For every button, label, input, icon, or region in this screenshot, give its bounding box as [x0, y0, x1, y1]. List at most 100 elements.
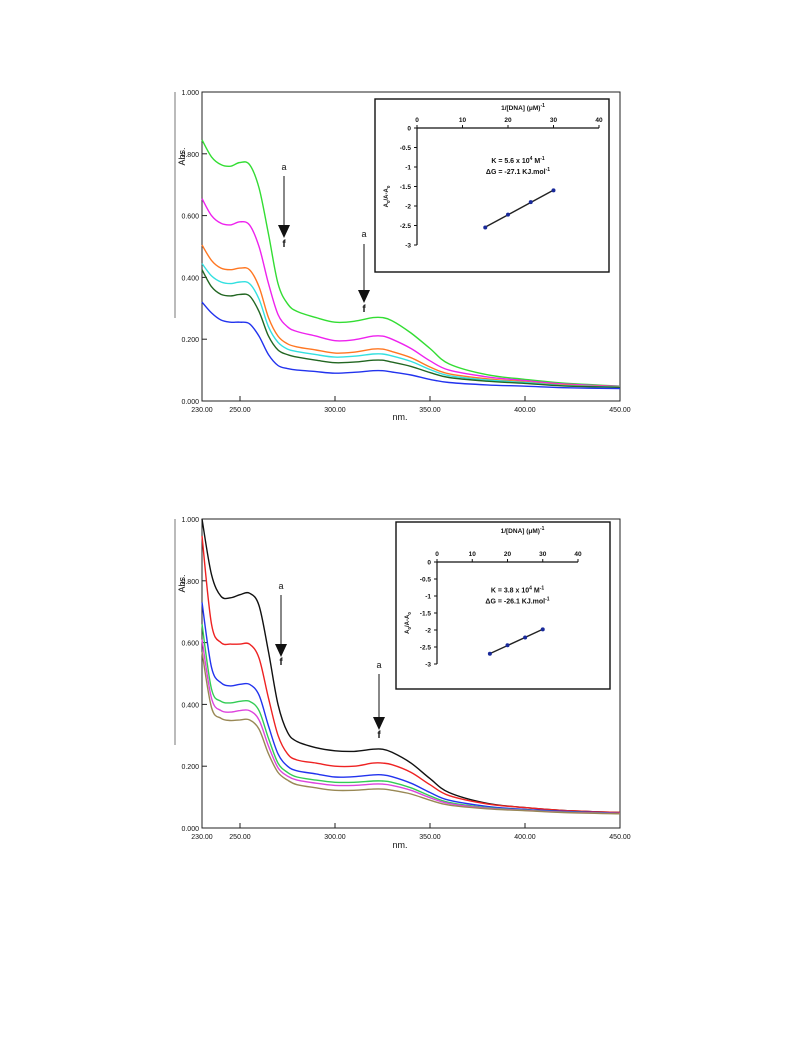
arrow-end-label: f: [282, 239, 286, 250]
series-line-3: [201, 602, 621, 814]
inset-y-tick-label: -3: [405, 243, 411, 250]
trend-arrow-1: af: [275, 581, 287, 668]
y-tick-label: 0.000: [181, 399, 199, 406]
y-tick-label: 0.600: [181, 214, 199, 221]
arrow-start-label: a: [361, 229, 366, 239]
y-tick-label: 0.400: [181, 702, 199, 709]
x-tick-label: 300.00: [324, 407, 346, 414]
series-line-4: [201, 263, 621, 388]
arrow-head: [278, 225, 290, 238]
inset-data-point: [523, 635, 528, 640]
annotation-k-sup: 4: [530, 156, 533, 162]
inset-frame: [395, 521, 611, 690]
inset-x-label-sup: -1: [540, 103, 545, 109]
series-line-6: [201, 301, 621, 390]
inset-annotation-k: K = 3.8 x 104 M-1: [491, 586, 545, 595]
y-tick-label: 0.800: [181, 579, 199, 586]
inset-y-label-text: /A-A: [405, 614, 411, 627]
arrow-end-label: f: [362, 304, 366, 315]
x-tick-label: 450.00: [609, 834, 631, 841]
inset-y-tick-label: -0.5: [420, 577, 432, 584]
inset-annotation-dg: ΔG = -26.1 KJ.mol-1: [485, 597, 549, 606]
inset-y-label-text: /A-A: [384, 188, 390, 201]
inset-y-tick-label: 0: [407, 126, 411, 133]
inset-y-label: A0/A-A0: [384, 185, 391, 207]
series-line-2: [201, 198, 621, 388]
inset-annotation-dg: ΔG = -27.1 KJ.mol-1: [486, 167, 550, 176]
y-tick-label: 0.600: [181, 641, 199, 648]
x-tick-label: 350.00: [419, 834, 441, 841]
x-tick-label: 450.00: [609, 407, 631, 414]
annotation-k-sup: 4: [529, 586, 532, 592]
inset-y-tick-label: -2: [425, 628, 431, 635]
inset-y-label: A0/A-A0: [405, 612, 412, 634]
trend-arrow-2: af: [358, 229, 370, 315]
annotation-dg-sup: -1: [546, 167, 551, 173]
inset-x-tick-label: 20: [504, 551, 512, 558]
arrow-start-label: a: [376, 660, 381, 670]
y-axis-label: Abs.: [177, 147, 187, 165]
inset-x-label-sup: -1: [540, 526, 545, 532]
x-tick-label: 400.00: [514, 407, 536, 414]
uv-spectrum-chart-2: 0.000 0.200 0.400 0.600 0.800 1.000 230.00 250.…: [174, 517, 631, 850]
inset-y-label-sub: 0: [386, 185, 391, 188]
inset-data-point: [528, 200, 533, 205]
inset-y-tick-label: -1.5: [420, 611, 432, 618]
arrow-start-label: a: [278, 581, 283, 591]
annotation-k-text: M: [532, 158, 540, 165]
inset-x-tick-label: 10: [459, 117, 467, 124]
x-tick-label: 230.00: [191, 834, 213, 841]
annotation-k-text: M: [532, 588, 540, 595]
x-tick-label: 350.00: [419, 407, 441, 414]
inset-data-point: [487, 651, 492, 656]
inset-data-point: [551, 188, 556, 193]
inset-x-tick-label: 40: [574, 551, 582, 558]
arrow-end-label: f: [377, 730, 381, 741]
inset-chart: 1/[DNA] (μM)-10 10 20 30 400-0.5-1-1.5-2-2.5…: [374, 98, 610, 273]
annotation-k-text: K = 3.8 x 10: [491, 588, 529, 595]
inset-x-tick-label: 20: [504, 117, 512, 124]
inset-y-label-sub: 0: [407, 627, 412, 630]
inset-y-tick-label: 0: [427, 560, 431, 567]
inset-x-label: 1/[DNA] (μM)-1: [501, 526, 545, 535]
trend-arrow-2: af: [373, 660, 385, 741]
x-tick-label: 300.00: [324, 834, 346, 841]
arrow-head: [358, 290, 370, 303]
trend-arrow-1: af: [278, 162, 290, 250]
annotation-dg-sup: -1: [545, 597, 550, 603]
inset-x-tick-label: 0: [435, 551, 439, 558]
inset-y-label-sub: 0: [407, 612, 412, 615]
series-line-4: [201, 623, 621, 815]
x-tick-label: 250.00: [229, 834, 251, 841]
x-axis-label: nm.: [392, 412, 407, 422]
inset-x-tick-label: 40: [595, 117, 603, 124]
inset-x-label: 1/[DNA] (μM)-1: [501, 103, 545, 112]
y-tick-label: 0.200: [181, 337, 199, 344]
inset-data-point: [505, 643, 510, 648]
arrow-end-label: f: [279, 657, 283, 668]
series-line-3: [201, 244, 621, 388]
inset-x-tick-label: 10: [469, 551, 477, 558]
inset-x-label-text: 1/[DNA] (μM): [501, 105, 540, 112]
annotation-k-sup: -1: [540, 156, 545, 162]
y-tick-label: 0.800: [181, 152, 199, 159]
arrow-head: [373, 717, 385, 730]
inset-annotation-k: K = 5.6 x 104 M-1: [491, 156, 545, 165]
annotation-k-sup: -1: [540, 586, 545, 592]
inset-x-label-text: 1/[DNA] (μM): [501, 528, 540, 535]
inset-y-tick-label: -3: [425, 662, 431, 669]
inset-y-label-text: A: [405, 629, 411, 634]
annotation-dg-text: ΔG = -27.1 KJ.mol: [486, 169, 546, 176]
x-tick-label: 400.00: [514, 834, 536, 841]
inset-y-label-text: A: [384, 202, 390, 207]
inset-y-tick-label: -2.5: [400, 223, 412, 230]
inset-y-tick-label: -0.5: [400, 145, 412, 152]
series-line-1: [201, 139, 621, 387]
inset-fit-line: [489, 628, 544, 655]
inset-y-label-sub: 0: [386, 200, 391, 203]
annotation-dg-text: ΔG = -26.1 KJ.mol: [485, 599, 545, 606]
y-tick-label: 0.000: [181, 826, 199, 833]
inset-fit-line: [484, 189, 554, 228]
